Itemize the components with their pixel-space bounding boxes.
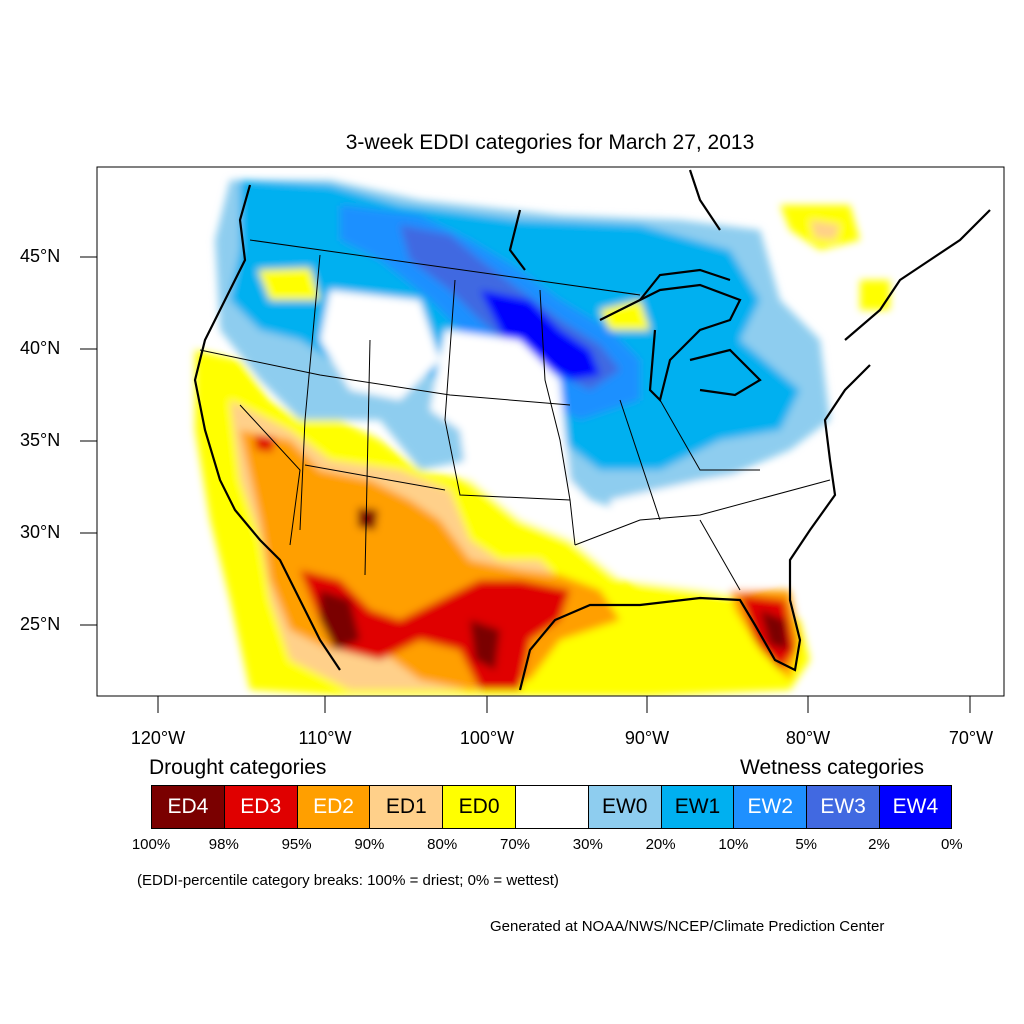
- lon-label-100w: 100°W: [459, 728, 515, 748]
- lon-label-80w: 80°W: [785, 728, 831, 748]
- lat-label-25: 25°N: [20, 614, 61, 634]
- coastlines: [193, 169, 991, 691]
- lon-label-70w: 70°W: [948, 728, 994, 748]
- lon-ticks: [157, 696, 971, 713]
- credit-line: Generated at NOAA/NWS/NCEP/Climate Predi…: [490, 918, 885, 935]
- lat-label-35: 35°N: [20, 430, 61, 450]
- lon-label-110w: 110°W: [298, 728, 352, 748]
- percent-break: 98%: [208, 836, 239, 853]
- lat-ticks: [80, 256, 97, 626]
- legend-swatch-ed0: ED0: [442, 785, 515, 829]
- legend-swatch-ew2: EW2: [733, 785, 807, 829]
- lat-label-45: 45°N: [20, 246, 61, 266]
- legend-swatch-neutral: [515, 785, 588, 829]
- legend-swatch-ed4: ED4: [151, 785, 224, 829]
- legend-swatch-ed2: ED2: [296, 785, 370, 829]
- percent-break: 30%: [572, 836, 603, 853]
- drought-heading: Drought categories: [149, 756, 327, 779]
- percent-break: 90%: [354, 836, 385, 853]
- lon-label-120w: 120°W: [130, 728, 186, 748]
- percent-break: 5%: [795, 836, 818, 853]
- legend-swatch-ew1: EW1: [660, 785, 734, 829]
- percent-break: 100%: [131, 836, 171, 853]
- lon-label-90w: 90°W: [624, 728, 670, 748]
- percent-break: 70%: [499, 836, 531, 853]
- map-area: [193, 169, 991, 696]
- percent-break: 95%: [281, 836, 312, 853]
- percent-break: 10%: [718, 836, 749, 853]
- legend-swatch-ew4: EW4: [879, 785, 952, 829]
- percent-break: 2%: [868, 836, 890, 853]
- percent-break: 80%: [427, 836, 458, 853]
- percent-break: 0%: [940, 836, 963, 853]
- map-frame: [96, 166, 1005, 697]
- lat-label-30: 30°N: [20, 522, 61, 542]
- wetness-heading: Wetness categories: [740, 756, 925, 779]
- legend-swatch-ew0: EW0: [587, 785, 661, 829]
- map-title: 3-week EDDI categories for March 27, 201…: [345, 131, 755, 154]
- legend-swatch-ew3: EW3: [806, 785, 879, 829]
- legend-swatch-ed1: ED1: [369, 785, 443, 829]
- state-borders: [199, 239, 831, 591]
- category-note: (EDDI-percentile category breaks: 100% =…: [137, 872, 559, 889]
- legend-swatch-ed3: ED3: [223, 785, 297, 829]
- percent-break: 20%: [645, 836, 676, 853]
- lat-label-40: 40°N: [20, 338, 61, 358]
